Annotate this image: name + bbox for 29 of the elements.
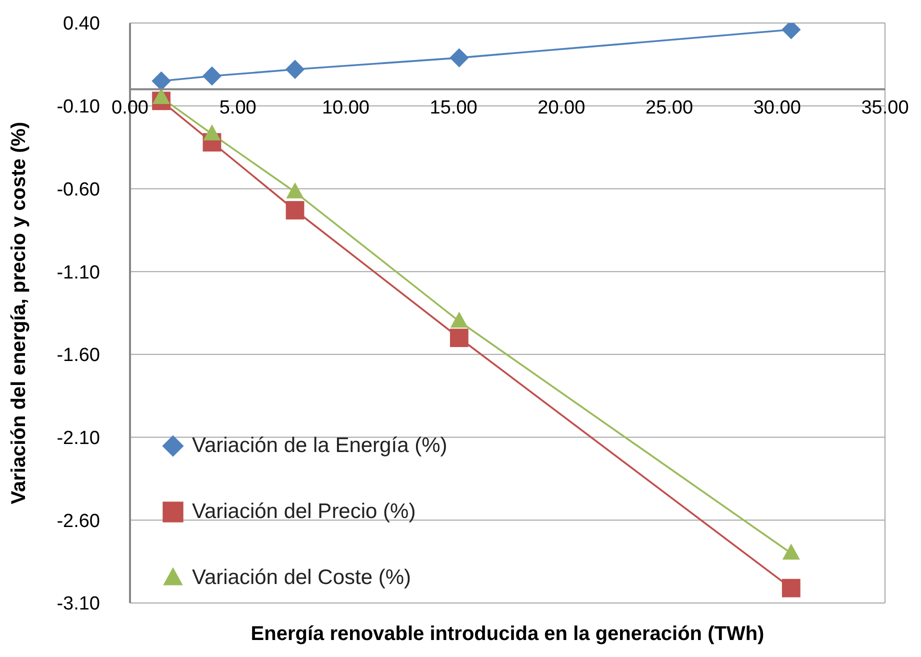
x-tick-label: 20.00: [538, 97, 586, 118]
x-tick-label: 15.00: [430, 97, 478, 118]
y-tick-label: 0.40: [63, 14, 100, 35]
x-tick-label: 35.00: [861, 97, 909, 118]
x-tick-label: 5.00: [219, 97, 256, 118]
y-tick-label: -3.10: [56, 594, 100, 615]
y-axis-title: Variación del energía, precio y coste (%): [8, 122, 30, 504]
x-tick-label: 25.00: [646, 97, 694, 118]
y-tick-label: -0.60: [56, 179, 100, 200]
point: [286, 201, 304, 220]
legend-label: Variación de la Energía (%): [192, 434, 448, 458]
point: [450, 328, 468, 348]
x-tick-label: 0.00: [112, 97, 148, 118]
point: [782, 578, 800, 598]
y-tick-label: -2.60: [56, 510, 100, 532]
point: [450, 48, 469, 68]
y-tick-label: -0.10: [56, 96, 100, 118]
x-tick-label: 30.00: [753, 97, 801, 118]
point: [202, 66, 222, 86]
y-tick-label: -2.10: [56, 428, 100, 450]
x-axis-title: Energía renovable introducida en la generación (TWh): [250, 623, 764, 645]
legend-label: Variación del Coste (%): [192, 566, 412, 590]
y-tick-label: -1.10: [56, 262, 100, 284]
point: [285, 60, 305, 79]
y-tick-label: -1.60: [56, 345, 100, 366]
x-tick-label: 10.00: [322, 97, 370, 118]
point: [450, 312, 468, 328]
point: [782, 544, 800, 560]
legend-label: Variación del Precio (%): [192, 500, 416, 524]
